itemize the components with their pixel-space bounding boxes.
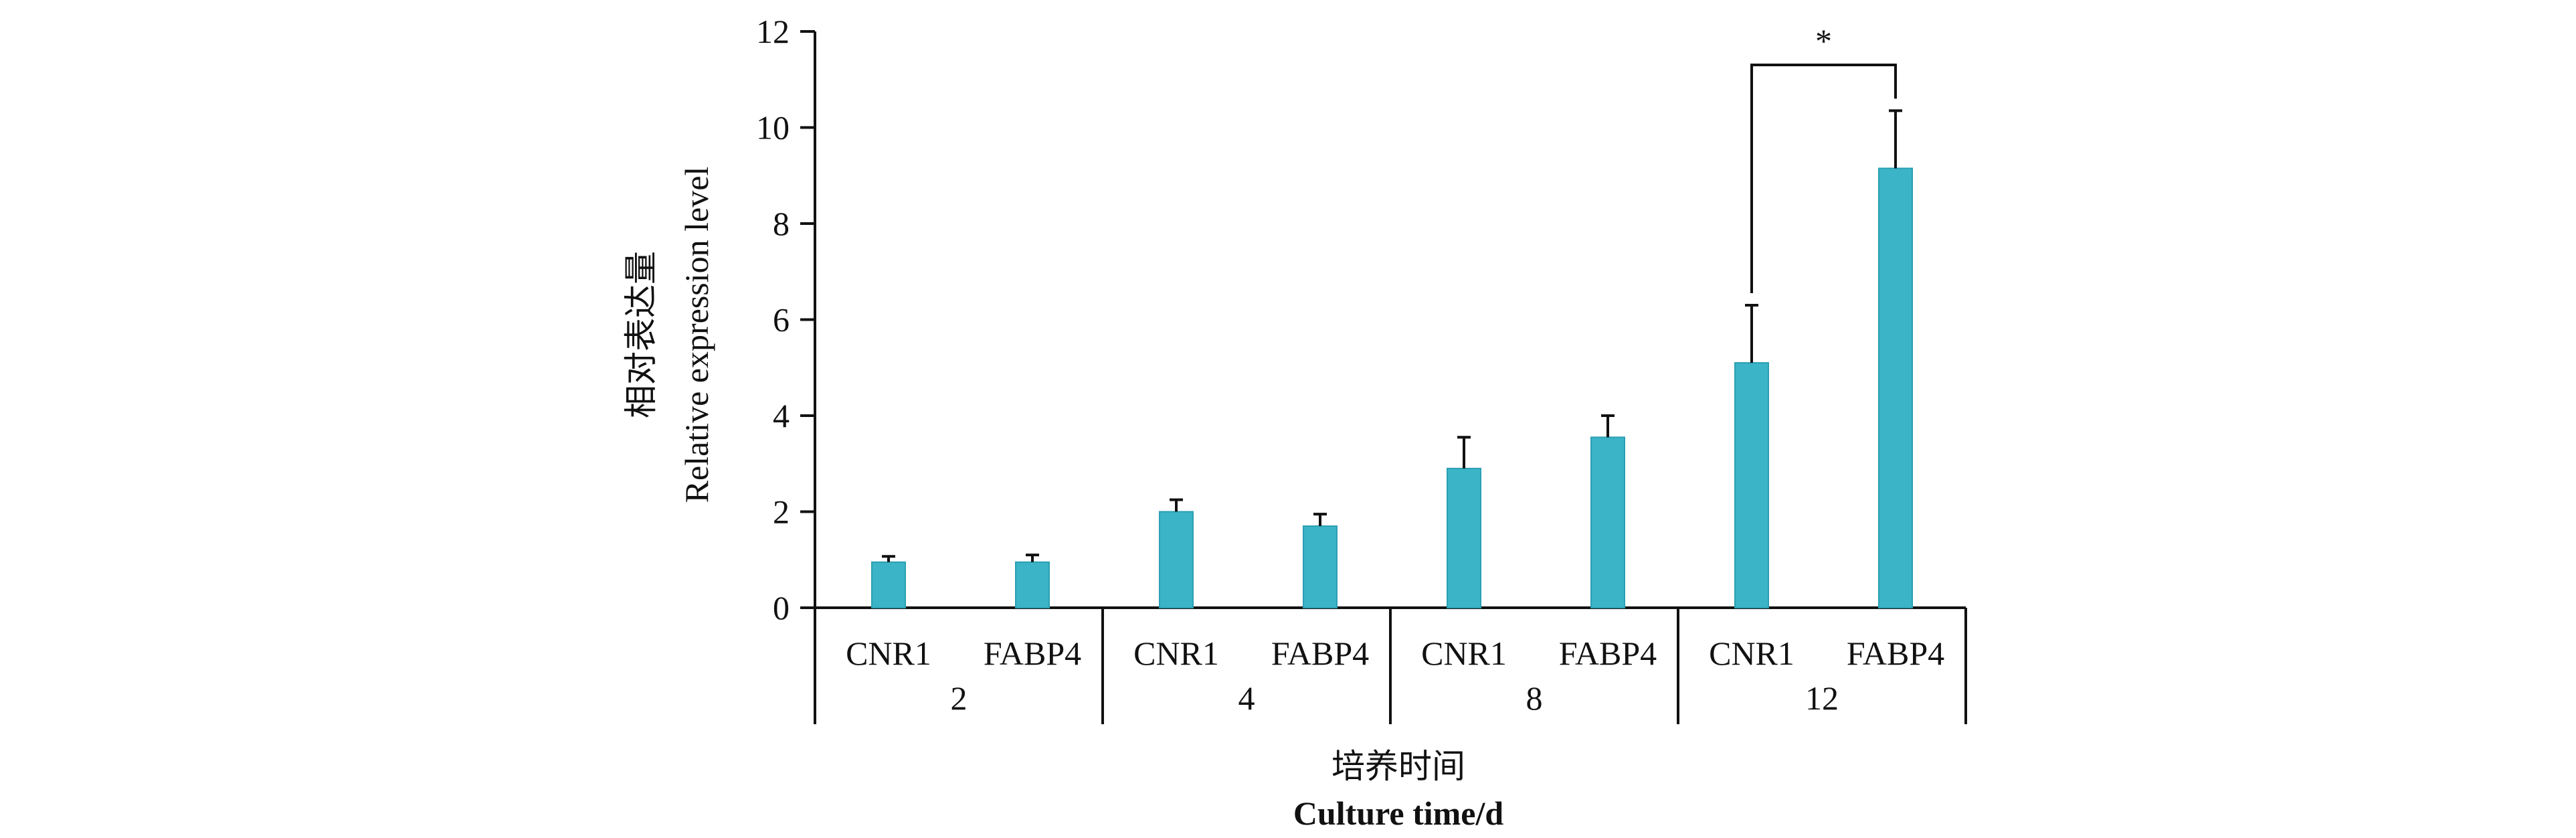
category-label: FABP4 (1271, 635, 1369, 672)
y-tick-label: 4 (773, 397, 790, 434)
bar-cnr1-day-2 (871, 561, 906, 609)
significance-bracket (1750, 64, 1897, 293)
y-tick-label: 8 (773, 205, 790, 242)
y-axis-title-chinese: 相对表达量 (622, 251, 660, 418)
bar-cnr1-day-4 (1159, 511, 1194, 608)
bar-fabp4-day-4 (1303, 525, 1338, 609)
y-tick-label: 12 (756, 13, 790, 50)
y-axis: 0 2 4 6 8 10 12 (756, 13, 816, 626)
bars (871, 167, 1913, 609)
bar-cnr1-day-12 (1734, 362, 1769, 608)
y-tick-label: 2 (773, 493, 790, 531)
y-axis-title-english: Relative expression level (678, 167, 715, 503)
x-axis-title-english: Culture time/d (1293, 794, 1504, 832)
category-label: FABP4 (1847, 635, 1944, 672)
category-label: FABP4 (984, 635, 1081, 672)
x-axis-title-chinese: 培养时间 (1331, 748, 1465, 785)
category-label: CNR1 (1133, 635, 1219, 672)
y-tick-label: 6 (773, 301, 790, 339)
annotations: * (1750, 22, 1897, 293)
bar-cnr1-day-8 (1447, 467, 1481, 608)
y-tick-label: 0 (773, 589, 790, 626)
group-label: 2 (951, 679, 968, 717)
bar-fabp4-day-12 (1878, 167, 1913, 609)
y-tick-label: 10 (756, 109, 790, 147)
group-label: 4 (1238, 679, 1255, 717)
category-label: FABP4 (1559, 635, 1657, 672)
group-label: 12 (1805, 679, 1839, 717)
category-label: CNR1 (846, 635, 931, 672)
category-label: CNR1 (1421, 635, 1507, 672)
error-bars (882, 109, 1902, 562)
category-label: CNR1 (1709, 635, 1795, 672)
significance-star: * (1815, 22, 1832, 60)
bar-fabp4-day-8 (1590, 436, 1625, 608)
group-label: 8 (1526, 679, 1543, 717)
bar-fabp4-day-2 (1015, 561, 1050, 609)
